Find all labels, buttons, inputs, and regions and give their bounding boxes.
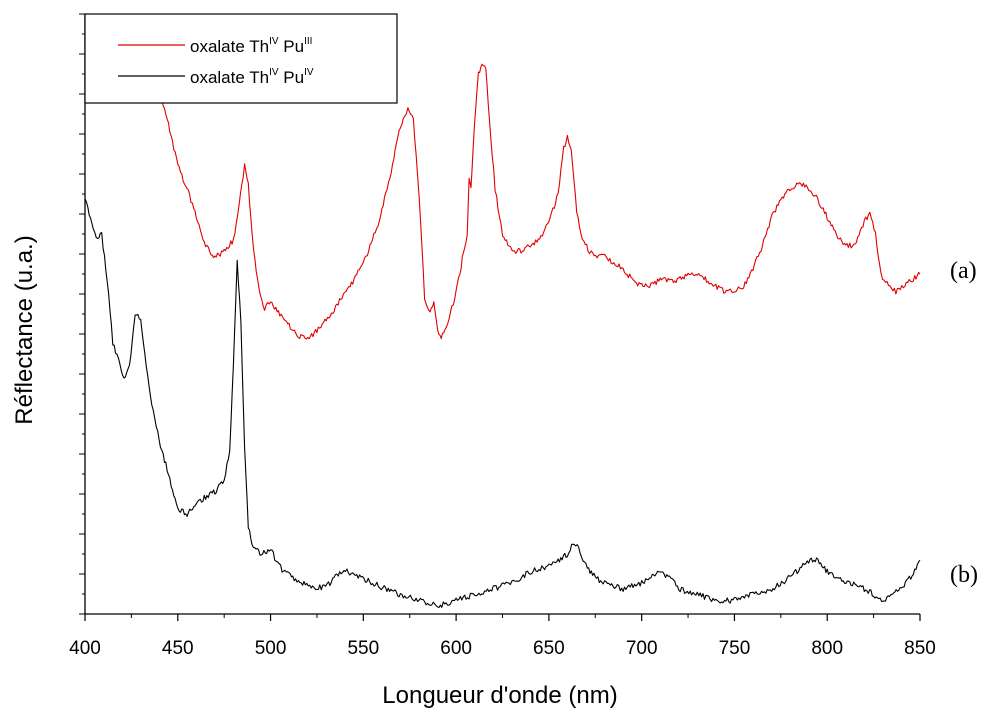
- x-tick-label: 450: [162, 638, 194, 659]
- x-tick-label: 700: [626, 638, 658, 659]
- axes: [84, 14, 920, 615]
- x-tick-label: 750: [719, 638, 751, 659]
- annotation-a: (a): [950, 258, 977, 284]
- x-tick-label: 650: [533, 638, 565, 659]
- x-axis-title: Longueur d'onde (nm): [382, 682, 617, 709]
- legend: oxalate ThIV PuIII oxalate ThIV PuIV: [84, 13, 398, 104]
- legend-label-pu3: oxalate ThIV PuIII: [190, 36, 312, 56]
- x-tick-label: 800: [811, 638, 843, 659]
- series-line-pu4: [84, 198, 921, 609]
- legend-label-pu4: oxalate ThIV PuIV: [190, 67, 314, 87]
- series-line-pu3: [151, 56, 921, 340]
- y-axis-title: Réflectance (u.a.): [11, 235, 38, 424]
- x-tick-label: 500: [255, 638, 287, 659]
- legend-box: [84, 13, 398, 104]
- annotation-b: (b): [950, 562, 978, 588]
- x-tick-label: 850: [904, 638, 936, 659]
- x-tick-label: 550: [347, 638, 379, 659]
- x-ticks: 400 450 500 550 600 650 700 750 800 850: [69, 614, 936, 659]
- y-ticks: [79, 13, 85, 615]
- x-tick-label: 600: [440, 638, 472, 659]
- x-tick-label: 400: [69, 638, 101, 659]
- series-layer: [84, 56, 921, 609]
